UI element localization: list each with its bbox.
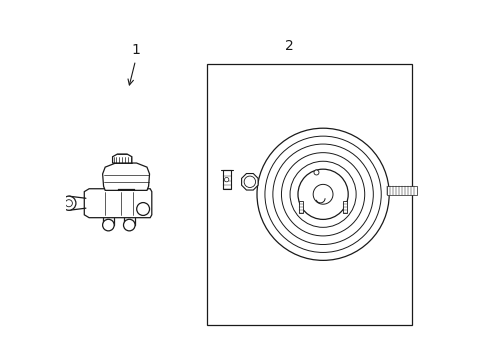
Circle shape (312, 184, 332, 204)
Circle shape (244, 176, 255, 188)
Bar (222, 170, 230, 189)
Polygon shape (241, 174, 258, 190)
Circle shape (137, 203, 149, 215)
Circle shape (123, 219, 135, 231)
Bar (342, 201, 346, 212)
Bar (386, 186, 416, 195)
Bar (299, 201, 303, 212)
Text: 2: 2 (284, 39, 293, 53)
Circle shape (61, 196, 76, 210)
Circle shape (257, 128, 388, 260)
Circle shape (65, 200, 72, 207)
Polygon shape (102, 163, 149, 190)
Text: 1: 1 (131, 43, 140, 57)
Polygon shape (112, 154, 132, 163)
Circle shape (297, 169, 347, 219)
Bar (206, 64, 411, 325)
Polygon shape (84, 189, 151, 218)
Circle shape (224, 177, 228, 182)
Circle shape (313, 170, 318, 175)
Circle shape (102, 219, 114, 231)
